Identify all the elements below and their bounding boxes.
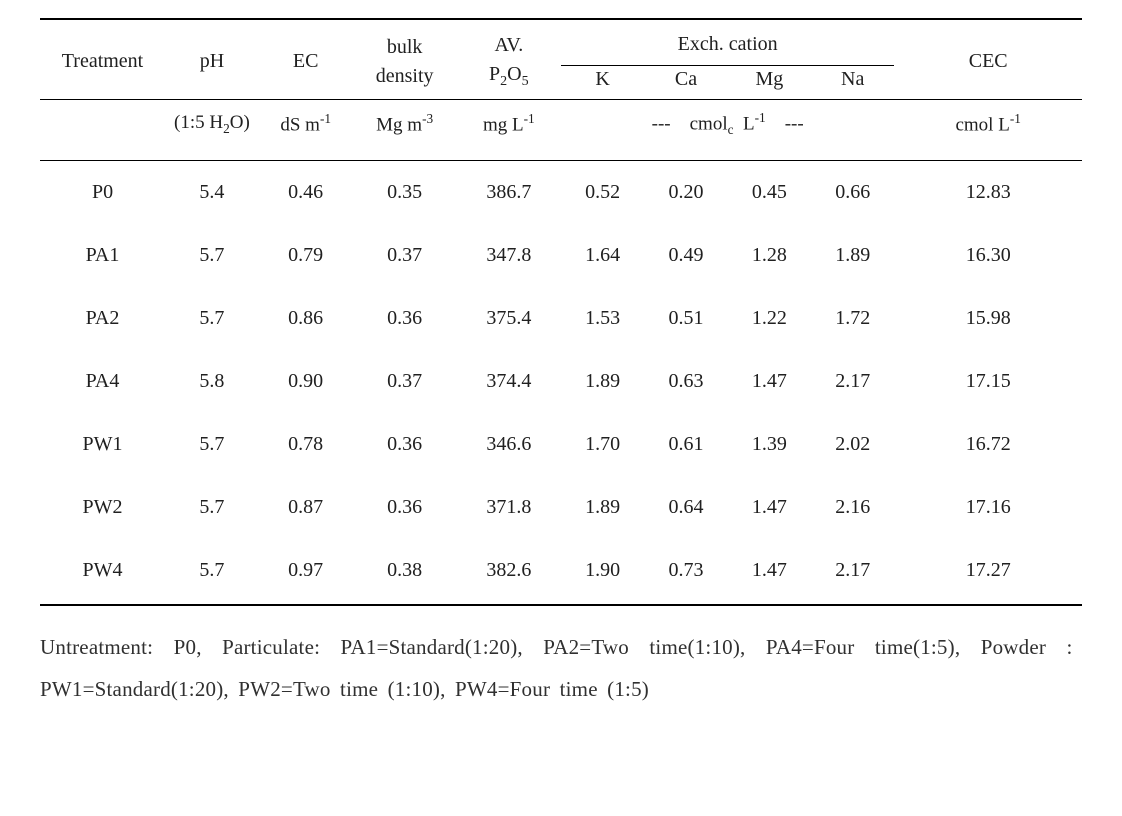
cell-bulk-density: 0.37: [353, 350, 457, 413]
cell-cec: 12.83: [894, 161, 1082, 225]
cell-cec: 16.72: [894, 413, 1082, 476]
cell-treatment: P0: [40, 161, 165, 225]
unit-ph: (1:5 H2O): [165, 100, 259, 161]
unit-cations: --- cmolc L-1 ---: [561, 100, 894, 161]
cell-cec: 15.98: [894, 287, 1082, 350]
cell-ec: 0.97: [259, 539, 353, 605]
cell-av-p2o5: 374.4: [457, 350, 561, 413]
cell-k: 1.64: [561, 224, 644, 287]
cell-ph: 5.4: [165, 161, 259, 225]
cell-ca: 0.64: [644, 476, 727, 539]
col-header-na: Na: [811, 66, 894, 100]
footnote-text: Untreatment: P0, Particulate: PA1=Standa…: [40, 626, 1082, 710]
table-row: PW45.70.970.38382.61.900.731.472.1717.27: [40, 539, 1082, 605]
cell-k: 1.53: [561, 287, 644, 350]
cell-cec: 17.15: [894, 350, 1082, 413]
table-row: PW25.70.870.36371.81.890.641.472.1617.16: [40, 476, 1082, 539]
cell-cec: 17.16: [894, 476, 1082, 539]
col-header-ec: EC: [259, 19, 353, 100]
cell-ph: 5.7: [165, 539, 259, 605]
cell-ca: 0.49: [644, 224, 727, 287]
cell-bulk-density: 0.36: [353, 413, 457, 476]
cell-ec: 0.87: [259, 476, 353, 539]
cell-mg: 1.47: [728, 539, 811, 605]
col-header-bulk-density: bulkdensity: [353, 19, 457, 100]
col-header-mg: Mg: [728, 66, 811, 100]
cell-na: 2.02: [811, 413, 894, 476]
cell-ph: 5.7: [165, 413, 259, 476]
cell-treatment: PW2: [40, 476, 165, 539]
cell-ec: 0.46: [259, 161, 353, 225]
table-row: PA15.70.790.37347.81.640.491.281.8916.30: [40, 224, 1082, 287]
unit-treatment: [40, 100, 165, 161]
cell-k: 1.89: [561, 350, 644, 413]
cell-ec: 0.78: [259, 413, 353, 476]
cell-av-p2o5: 371.8: [457, 476, 561, 539]
cell-cec: 17.27: [894, 539, 1082, 605]
cell-k: 0.52: [561, 161, 644, 225]
col-header-ph: pH: [165, 19, 259, 100]
cell-av-p2o5: 375.4: [457, 287, 561, 350]
cell-na: 1.72: [811, 287, 894, 350]
unit-cec: cmol L-1: [894, 100, 1082, 161]
unit-ec: dS m-1: [259, 100, 353, 161]
cell-na: 1.89: [811, 224, 894, 287]
cell-mg: 0.45: [728, 161, 811, 225]
cell-k: 1.89: [561, 476, 644, 539]
cell-k: 1.90: [561, 539, 644, 605]
cell-av-p2o5: 347.8: [457, 224, 561, 287]
cell-treatment: PW1: [40, 413, 165, 476]
table-row: PW15.70.780.36346.61.700.611.392.0216.72: [40, 413, 1082, 476]
cell-ec: 0.90: [259, 350, 353, 413]
cell-bulk-density: 0.37: [353, 224, 457, 287]
cell-ca: 0.73: [644, 539, 727, 605]
table-row: PA25.70.860.36375.41.530.511.221.7215.98: [40, 287, 1082, 350]
cell-mg: 1.28: [728, 224, 811, 287]
cell-ph: 5.7: [165, 224, 259, 287]
cell-bulk-density: 0.35: [353, 161, 457, 225]
cell-ec: 0.86: [259, 287, 353, 350]
unit-av-p2o5: mg L-1: [457, 100, 561, 161]
soil-properties-table: Treatment pH EC bulkdensity AV.P2O5 Exch…: [40, 18, 1082, 606]
cell-bulk-density: 0.38: [353, 539, 457, 605]
cell-mg: 1.47: [728, 476, 811, 539]
cell-na: 2.16: [811, 476, 894, 539]
cell-treatment: PA1: [40, 224, 165, 287]
col-header-treatment: Treatment: [40, 19, 165, 100]
col-group-exch-cation: Exch. cation: [561, 19, 894, 66]
cell-bulk-density: 0.36: [353, 476, 457, 539]
cell-mg: 1.47: [728, 350, 811, 413]
col-header-ca: Ca: [644, 66, 727, 100]
cell-av-p2o5: 386.7: [457, 161, 561, 225]
cell-ca: 0.20: [644, 161, 727, 225]
cell-ca: 0.61: [644, 413, 727, 476]
cell-na: 0.66: [811, 161, 894, 225]
cell-mg: 1.22: [728, 287, 811, 350]
cell-k: 1.70: [561, 413, 644, 476]
cell-av-p2o5: 382.6: [457, 539, 561, 605]
cell-treatment: PW4: [40, 539, 165, 605]
cell-mg: 1.39: [728, 413, 811, 476]
cell-na: 2.17: [811, 350, 894, 413]
col-header-av-p2o5: AV.P2O5: [457, 19, 561, 100]
cell-ca: 0.51: [644, 287, 727, 350]
cell-ph: 5.8: [165, 350, 259, 413]
cell-ec: 0.79: [259, 224, 353, 287]
cell-ca: 0.63: [644, 350, 727, 413]
col-header-k: K: [561, 66, 644, 100]
cell-ph: 5.7: [165, 287, 259, 350]
cell-av-p2o5: 346.6: [457, 413, 561, 476]
cell-bulk-density: 0.36: [353, 287, 457, 350]
table-row: PA45.80.900.37374.41.890.631.472.1717.15: [40, 350, 1082, 413]
cell-cec: 16.30: [894, 224, 1082, 287]
unit-bulk-density: Mg m-3: [353, 100, 457, 161]
cell-treatment: PA2: [40, 287, 165, 350]
cell-ph: 5.7: [165, 476, 259, 539]
cell-treatment: PA4: [40, 350, 165, 413]
table-row: P05.40.460.35386.70.520.200.450.6612.83: [40, 161, 1082, 225]
col-header-cec: CEC: [894, 19, 1082, 100]
cell-na: 2.17: [811, 539, 894, 605]
